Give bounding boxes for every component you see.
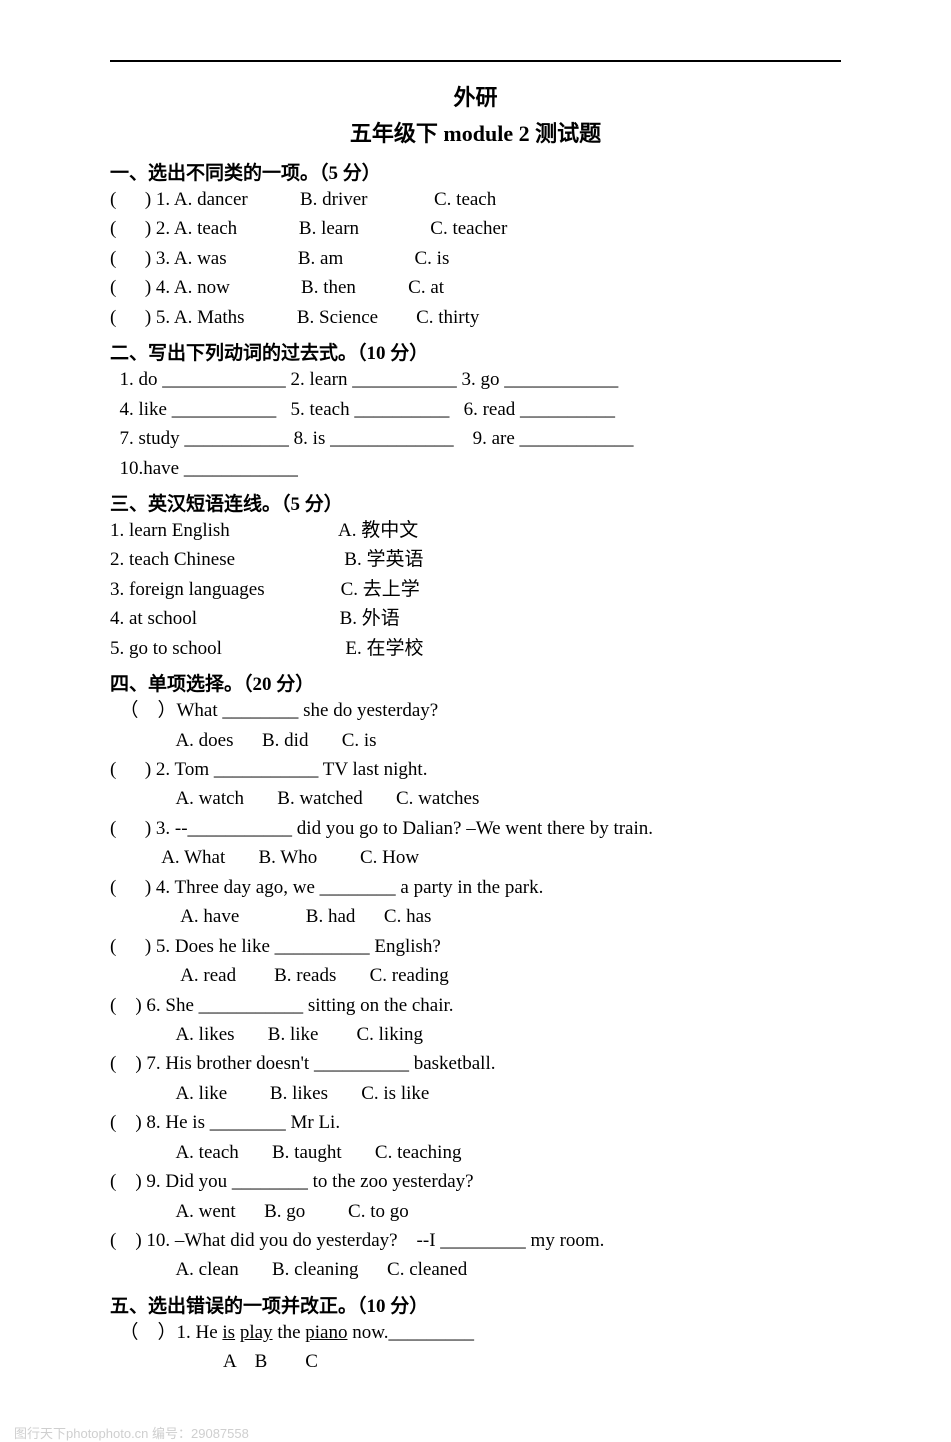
s4-row: （ ）What ________ she do yesterday?	[110, 696, 841, 725]
s4-row: A. like B. likes C. is like	[110, 1079, 841, 1108]
s3-row: 2. teach Chinese B. 学英语	[110, 545, 841, 574]
s5-q1-u2: play	[240, 1322, 273, 1343]
s3-row: 1. learn English A. 教中文	[110, 516, 841, 545]
s3-row: 3. foreign languages C. 去上学	[110, 575, 841, 604]
title-line-1: 外研	[110, 80, 841, 112]
s5-q1-u1: is	[222, 1322, 235, 1343]
section-1-head: 一、选出不同类的一项。（5 分）	[110, 158, 841, 185]
s1-row: ( ) 3. A. was B. am C. is	[110, 244, 841, 273]
s1-row: ( ) 4. A. now B. then C. at	[110, 273, 841, 302]
s4-row: A. does B. did C. is	[110, 726, 841, 755]
s1-row: ( ) 5. A. Maths B. Science C. thirty	[110, 303, 841, 332]
s5-q1-u3: piano	[305, 1322, 347, 1343]
top-rule	[110, 60, 841, 62]
s4-row: ( ) 6. She ___________ sitting on the ch…	[110, 991, 841, 1020]
watermark-text: 图行天下photophoto.cn 编号：29087558	[0, 1417, 951, 1442]
exam-page: 外研 五年级下 module 2 测试题 一、选出不同类的一项。（5 分） ( …	[0, 0, 951, 1417]
s3-row: 4. at school B. 外语	[110, 604, 841, 633]
s4-row: ( ) 10. –What did you do yesterday? --I …	[110, 1226, 841, 1255]
s5-q1-m2: the	[273, 1322, 306, 1343]
section-5-head: 五、选出错误的一项并改正。（10 分）	[110, 1291, 841, 1318]
s2-row: 1. do _____________ 2. learn ___________…	[110, 365, 841, 394]
s5-q1-prefix: （ ）1. He	[110, 1322, 222, 1343]
s4-row: ( ) 4. Three day ago, we ________ a part…	[110, 873, 841, 902]
s4-row: ( ) 7. His brother doesn't __________ ba…	[110, 1049, 841, 1078]
s2-row: 4. like ___________ 5. teach __________ …	[110, 395, 841, 424]
s2-row: 10.have ____________	[110, 454, 841, 483]
s4-row: A. teach B. taught C. teaching	[110, 1138, 841, 1167]
s4-row: A. read B. reads C. reading	[110, 961, 841, 990]
s4-row: A. clean B. cleaning C. cleaned	[110, 1255, 841, 1284]
s4-row: A. likes B. like C. liking	[110, 1020, 841, 1049]
section-4-head: 四、单项选择。（20 分）	[110, 669, 841, 696]
s4-row: A. went B. go C. to go	[110, 1197, 841, 1226]
s4-row: A. have B. had C. has	[110, 902, 841, 931]
s4-row: A. What B. Who C. How	[110, 843, 841, 872]
s4-row: ( ) 3. --___________ did you go to Dalia…	[110, 814, 841, 843]
s4-row: ( ) 5. Does he like __________ English?	[110, 932, 841, 961]
s5-labels: A B C	[110, 1347, 841, 1376]
s3-row: 5. go to school E. 在学校	[110, 634, 841, 663]
s4-row: ( ) 8. He is ________ Mr Li.	[110, 1108, 841, 1137]
s4-row: ( ) 2. Tom ___________ TV last night.	[110, 755, 841, 784]
s5-q1-suffix: now._________	[348, 1322, 475, 1343]
section-3-head: 三、英汉短语连线。（5 分）	[110, 489, 841, 516]
title-line-2: 五年级下 module 2 测试题	[110, 116, 841, 148]
section-2-head: 二、写出下列动词的过去式。（10 分）	[110, 338, 841, 365]
s4-row: A. watch B. watched C. watches	[110, 784, 841, 813]
s5-q1: （ ）1. He is play the piano now._________	[110, 1318, 841, 1347]
s1-row: ( ) 2. A. teach B. learn C. teacher	[110, 214, 841, 243]
s4-row: ( ) 9. Did you ________ to the zoo yeste…	[110, 1167, 841, 1196]
s2-row: 7. study ___________ 8. is _____________…	[110, 424, 841, 453]
s1-row: ( ) 1. A. dancer B. driver C. teach	[110, 185, 841, 214]
